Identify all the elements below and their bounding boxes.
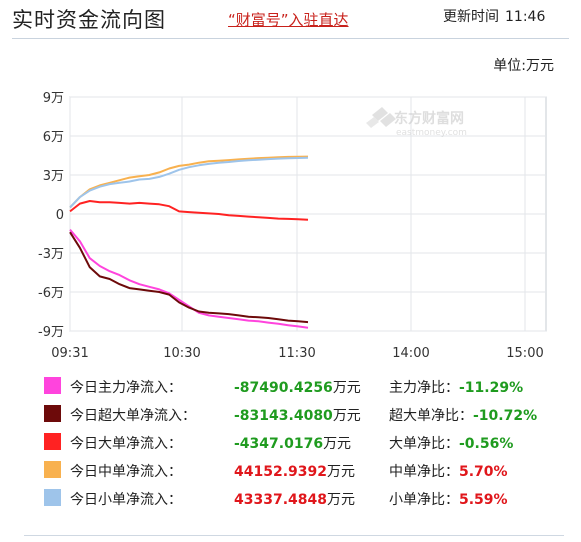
legend-row: 今日超大单净流入： -83143.4080万元 超大单净比：-10.72% (44, 402, 574, 424)
legend-value-number: -87490.4256 (234, 380, 333, 396)
header: 实时资金流向图 “财富号”入驻直达 更新时间 11:46 (0, 0, 581, 38)
legend-ratio-label: 小单净比： (389, 492, 459, 508)
series-line-2 (69, 231, 309, 324)
y-tick-label: -9万 (38, 325, 64, 340)
legend-value: 44152.9392万元 (234, 461, 355, 481)
legend-ratio-value: 5.59% (459, 492, 508, 508)
legend-row: 今日中单净流入： 44152.9392万元 中单净比：5.70% (44, 458, 574, 480)
legend-ratio: 中单净比：5.70% (389, 461, 508, 481)
x-axis-ticks: 09:31 10:30 11:30 14:00 15:00 (51, 346, 543, 361)
x-tick-label: 09:31 (51, 346, 88, 361)
x-tick-label: 15:00 (506, 346, 543, 361)
legend-ratio: 小单净比：5.59% (389, 489, 508, 509)
legend-value-number: 43337.4848 (234, 492, 327, 508)
legend-value: -4347.0176万元 (234, 433, 351, 453)
legend-swatch (44, 433, 61, 450)
legend-swatch (44, 489, 61, 506)
legend-value: -87490.4256万元 (234, 377, 361, 397)
legend-ratio: 超大单净比：-10.72% (389, 405, 537, 425)
y-tick-label: 0 (56, 208, 64, 223)
x-tick-label: 10:30 (163, 346, 200, 361)
legend-ratio: 大单净比：-0.56% (389, 433, 513, 453)
y-tick-label: -6万 (38, 286, 64, 301)
y-axis-ticks: 9万 6万 3万 0 -3万 -6万 -9万 (38, 91, 64, 340)
legend-value-unit: 万元 (323, 436, 352, 452)
legend-ratio-value: -0.56% (459, 436, 514, 452)
legend-ratio: 主力净比：-11.29% (389, 377, 523, 397)
update-time: 更新时间 11:46 (443, 6, 545, 26)
watermark-cn: 东方财富网 (394, 110, 464, 127)
legend-swatch (44, 461, 61, 478)
legend-ratio-value: 5.70% (459, 464, 508, 480)
fund-flow-chart: 东方财富网 eastmoney.com 9万 6万 3万 0 -3万 -6万 -9万 09:… (38, 91, 547, 361)
legend-value-unit: 万元 (332, 380, 361, 396)
update-time-label: 更新时间 (443, 9, 499, 25)
update-time-value: 11:46 (505, 9, 546, 25)
legend-value-unit: 万元 (327, 492, 355, 508)
legend-swatch (44, 405, 61, 422)
legend-value-unit: 万元 (327, 464, 355, 480)
y-tick-label: -3万 (38, 247, 64, 262)
legend-ratio-label: 主力净比： (389, 380, 459, 396)
legend-label: 今日主力净流入： (70, 380, 182, 396)
legend-label: 今日小单净流入： (70, 492, 182, 508)
legend-row: 今日大单净流入： -4347.0176万元 大单净比：-0.56% (44, 430, 574, 452)
unit-label: 单位:万元 (493, 58, 554, 74)
legend-swatch (44, 377, 61, 394)
legend-ratio-value: -10.72% (473, 408, 538, 424)
eastmoney-logo-icon (366, 107, 396, 128)
x-tick-label: 14:00 (392, 346, 429, 361)
y-tick-label: 3万 (43, 169, 64, 184)
chart-series (69, 155, 309, 329)
legend-label: 今日中单净流入： (70, 464, 182, 480)
legend-value-number: -83143.4080 (234, 408, 333, 424)
legend-row: 今日小单净流入： 43337.4848万元 小单净比：5.59% (44, 486, 574, 508)
bottom-divider (24, 535, 564, 536)
x-tick-label: 11:30 (278, 346, 315, 361)
legend-value-number: -4347.0176 (234, 436, 324, 452)
legend-value-unit: 万元 (332, 408, 361, 424)
legend-ratio-label: 超大单净比： (389, 408, 473, 424)
caifuhao-link[interactable]: “财富号”入驻直达 (228, 11, 349, 29)
legend-ratio-value: -11.29% (459, 380, 524, 396)
legend-ratio-label: 中单净比： (389, 464, 459, 480)
legend-value: -83143.4080万元 (234, 405, 361, 425)
legend-label: 今日大单净流入： (70, 436, 182, 452)
series-line-4 (69, 155, 309, 209)
y-tick-label: 6万 (43, 130, 64, 145)
legend-label: 今日超大单净流入： (70, 408, 196, 424)
series-line-3 (69, 200, 309, 221)
legend-value: 43337.4848万元 (234, 489, 355, 509)
series-line-1 (69, 228, 309, 329)
watermark-en: eastmoney.com (396, 128, 467, 138)
legend-ratio-label: 大单净比： (389, 436, 459, 452)
series-line-5 (69, 156, 309, 209)
chart-grid (69, 96, 547, 332)
legend-value-number: 44152.9392 (234, 464, 327, 480)
legend-row: 今日主力净流入： -87490.4256万元 主力净比：-11.29% (44, 374, 574, 396)
y-tick-label: 9万 (43, 91, 64, 106)
header-divider (12, 38, 569, 39)
page-title: 实时资金流向图 (12, 8, 166, 32)
eastmoney-watermark: 东方财富网 eastmoney.com (366, 107, 467, 138)
